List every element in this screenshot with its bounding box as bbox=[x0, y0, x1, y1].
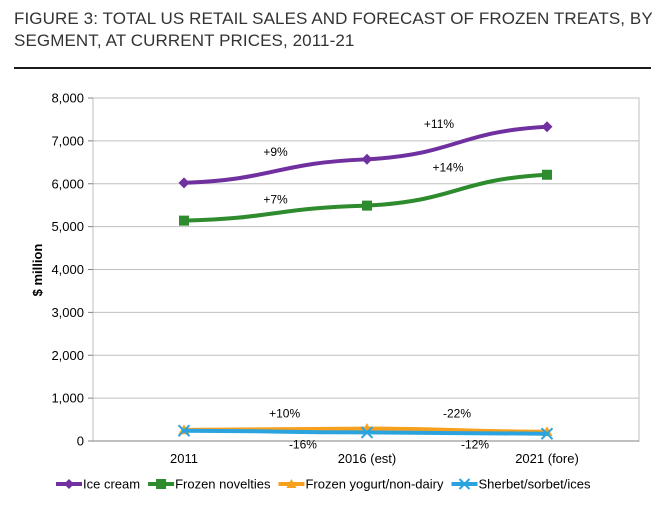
data-point-frozen-novelties bbox=[542, 169, 552, 180]
data-point-ice-cream bbox=[361, 153, 373, 165]
growth-annotation: +9% bbox=[263, 145, 288, 159]
data-point-sherbet-sorbet-ices bbox=[540, 427, 554, 440]
data-point-sherbet-sorbet-ices bbox=[177, 424, 191, 437]
y-tick-label: 3,000 bbox=[51, 305, 84, 320]
data-point-frozen-novelties bbox=[362, 200, 372, 211]
growth-annotation: +14% bbox=[432, 161, 463, 175]
growth-annotation: -16% bbox=[289, 437, 317, 451]
data-point-ice-cream bbox=[178, 177, 190, 189]
y-tick-label: 6,000 bbox=[51, 176, 84, 191]
y-tick-label: 7,000 bbox=[51, 133, 84, 148]
growth-annotation: +11% bbox=[424, 117, 454, 131]
y-tick-label: 5,000 bbox=[51, 219, 84, 234]
growth-annotation: -12% bbox=[461, 437, 489, 451]
legend-label-ice-cream: Ice cream bbox=[83, 477, 140, 492]
legend-marker-frozen-novelties bbox=[156, 479, 167, 489]
legend-marker-sherbet-sorbet-ices bbox=[458, 478, 471, 490]
legend-marker-ice-cream bbox=[64, 479, 74, 489]
figure-title: FIGURE 3: TOTAL US RETAIL SALES AND FORE… bbox=[14, 9, 653, 50]
y-axis-label: $ million bbox=[30, 244, 45, 297]
x-tick-label: 2016 (est) bbox=[338, 451, 397, 466]
data-point-sherbet-sorbet-ices bbox=[360, 426, 374, 439]
legend-label-frozen-yogurt-non-dairy: Frozen yogurt/non-dairy bbox=[305, 477, 444, 492]
data-point-ice-cream bbox=[541, 121, 553, 133]
x-tick-label: 2011 bbox=[170, 451, 198, 466]
title-divider bbox=[14, 67, 651, 69]
legend-label-frozen-novelties: Frozen novelties bbox=[175, 477, 271, 492]
growth-annotation: -22% bbox=[443, 406, 471, 420]
y-tick-label: 0 bbox=[77, 434, 84, 449]
y-tick-label: 8,000 bbox=[51, 91, 84, 106]
y-tick-label: 2,000 bbox=[51, 348, 84, 363]
legend-label-sherbet-sorbet-ices: Sherbet/sorbet/ices bbox=[478, 477, 591, 492]
legend-marker-frozen-yogurt-non-dairy bbox=[286, 479, 297, 488]
data-point-frozen-novelties bbox=[179, 215, 189, 226]
x-tick-label: 2021 (fore) bbox=[515, 451, 579, 466]
growth-annotation: +7% bbox=[263, 192, 288, 206]
growth-annotation: +10% bbox=[269, 406, 300, 420]
y-tick-label: 1,000 bbox=[51, 391, 84, 406]
y-tick-label: 4,000 bbox=[51, 262, 84, 277]
